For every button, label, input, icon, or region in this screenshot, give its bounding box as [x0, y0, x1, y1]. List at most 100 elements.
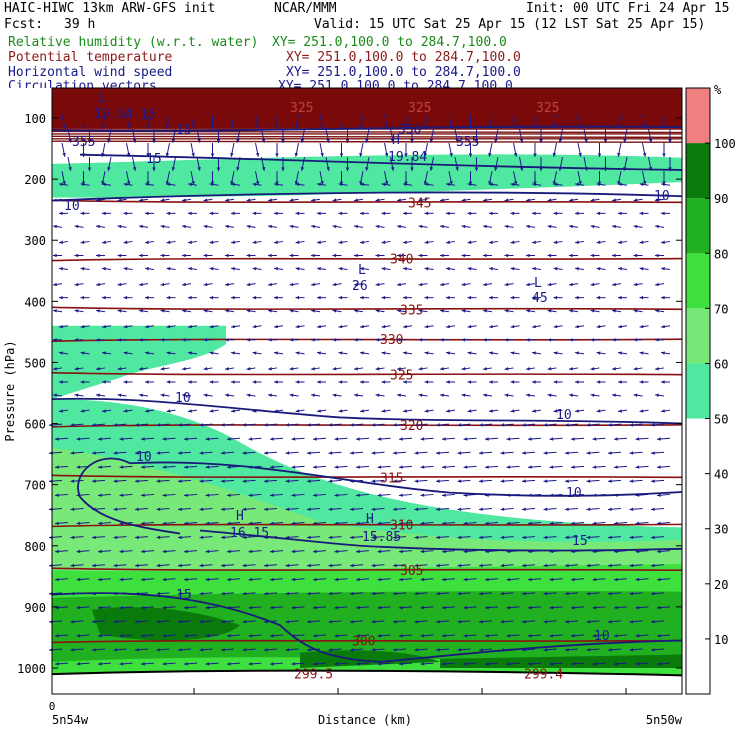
- vector-head: [285, 451, 290, 455]
- vector-head: [80, 409, 85, 413]
- vector-head: [328, 648, 333, 652]
- vector-head: [291, 634, 296, 638]
- vector-head: [242, 648, 247, 652]
- vector-head: [510, 211, 515, 216]
- theta-contour-upper: [51, 140, 683, 143]
- circulation-vector: [264, 507, 278, 511]
- circulation-vector: [420, 493, 434, 497]
- vector-head: [221, 479, 225, 483]
- x-left-location: 5n54w: [52, 713, 89, 727]
- vector-head: [612, 282, 616, 287]
- vector-head: [657, 549, 661, 554]
- circulation-vector: [571, 634, 585, 638]
- circulation-vector: [662, 143, 666, 158]
- vector-head: [565, 648, 569, 652]
- vector-head: [295, 267, 300, 271]
- circulation-vector: [393, 535, 407, 540]
- circulation-vector: [360, 351, 370, 355]
- circulation-vector: [397, 338, 406, 342]
- circulation-vector: [135, 535, 149, 540]
- vector-head: [160, 367, 165, 371]
- vector-head: [618, 409, 622, 413]
- circulation-vector: [424, 380, 434, 384]
- vector-head: [270, 521, 274, 526]
- y-tick-label: 600: [24, 418, 46, 432]
- theta-label: 345: [408, 196, 431, 211]
- vector-head: [420, 634, 425, 638]
- circulation-vector: [199, 479, 213, 483]
- circulation-vector: [608, 479, 622, 483]
- theta-label: 315: [380, 471, 403, 486]
- circulation-vector: [332, 393, 342, 397]
- vector-head: [145, 380, 149, 384]
- vector-head: [165, 152, 170, 157]
- circulation-vector: [332, 198, 342, 202]
- circulation-vector: [270, 577, 284, 582]
- vector-head: [332, 282, 337, 287]
- circulation-vector: [397, 224, 407, 229]
- circulation-vector: [500, 479, 514, 483]
- vector-head: [317, 295, 321, 300]
- circulation-vector: [227, 549, 241, 554]
- vector-head: [414, 591, 419, 596]
- circulation-vector: [196, 157, 201, 171]
- circulation-vector: [107, 128, 112, 143]
- circulation-vector: [225, 393, 235, 397]
- vector-head: [291, 437, 296, 441]
- theta-contour-upper: [51, 130, 683, 134]
- vector-head: [360, 211, 364, 216]
- circulation-vector: [274, 324, 284, 329]
- circulation-vector: [145, 267, 155, 271]
- circulation-vector: [586, 451, 600, 455]
- circulation-vector: [436, 423, 450, 427]
- vector-head: [381, 211, 386, 216]
- circulation-vector: [102, 240, 112, 244]
- circulation-vector: [325, 128, 330, 143]
- vector-head: [418, 393, 423, 397]
- circulation-vector: [270, 605, 284, 610]
- vector-head: [418, 224, 423, 229]
- circulation-vector: [612, 224, 622, 229]
- vector-head: [393, 507, 397, 511]
- circulation-vector: [424, 211, 434, 216]
- circulation-vector: [424, 267, 434, 271]
- vector-head: [414, 563, 419, 568]
- circulation-vector: [440, 198, 450, 202]
- circulation-vector: [166, 267, 176, 271]
- circulation-vector: [295, 267, 305, 271]
- circulation-vector: [53, 198, 63, 202]
- circulation-vector: [384, 114, 389, 129]
- circulation-vector: [227, 605, 241, 610]
- vector-head: [76, 634, 81, 638]
- vector-head: [504, 338, 509, 342]
- terrain-mask: [52, 670, 682, 694]
- circulation-vector: [338, 380, 348, 384]
- vector-head: [590, 282, 595, 287]
- vector-head: [655, 309, 659, 313]
- vector-head: [307, 535, 311, 540]
- circulation-vector: [457, 451, 471, 455]
- vector-head: [199, 507, 204, 511]
- vector-head: [553, 409, 558, 413]
- circulation-vector: [203, 309, 213, 313]
- vector-head: [532, 409, 536, 413]
- circulation-vector: [285, 563, 299, 568]
- circulation-vector: [532, 409, 542, 413]
- circulation-vector: [618, 295, 627, 300]
- vector-head: [53, 224, 57, 229]
- vector-head: [575, 267, 579, 271]
- circulation-vector: [117, 338, 127, 342]
- circulation-vector: [371, 451, 385, 455]
- vector-head: [74, 198, 79, 202]
- vector-head: [519, 166, 524, 171]
- circulation-vector: [494, 128, 499, 143]
- vector-head: [575, 351, 579, 355]
- x-right-location: 5n50w: [646, 713, 683, 727]
- vector-head: [123, 409, 128, 413]
- vector-head: [424, 211, 429, 216]
- vector-head: [608, 479, 612, 483]
- circulation-vector: [242, 648, 256, 652]
- circulation-vector: [255, 171, 260, 185]
- circulation-vector: [162, 521, 176, 526]
- circulation-vector: [162, 662, 176, 666]
